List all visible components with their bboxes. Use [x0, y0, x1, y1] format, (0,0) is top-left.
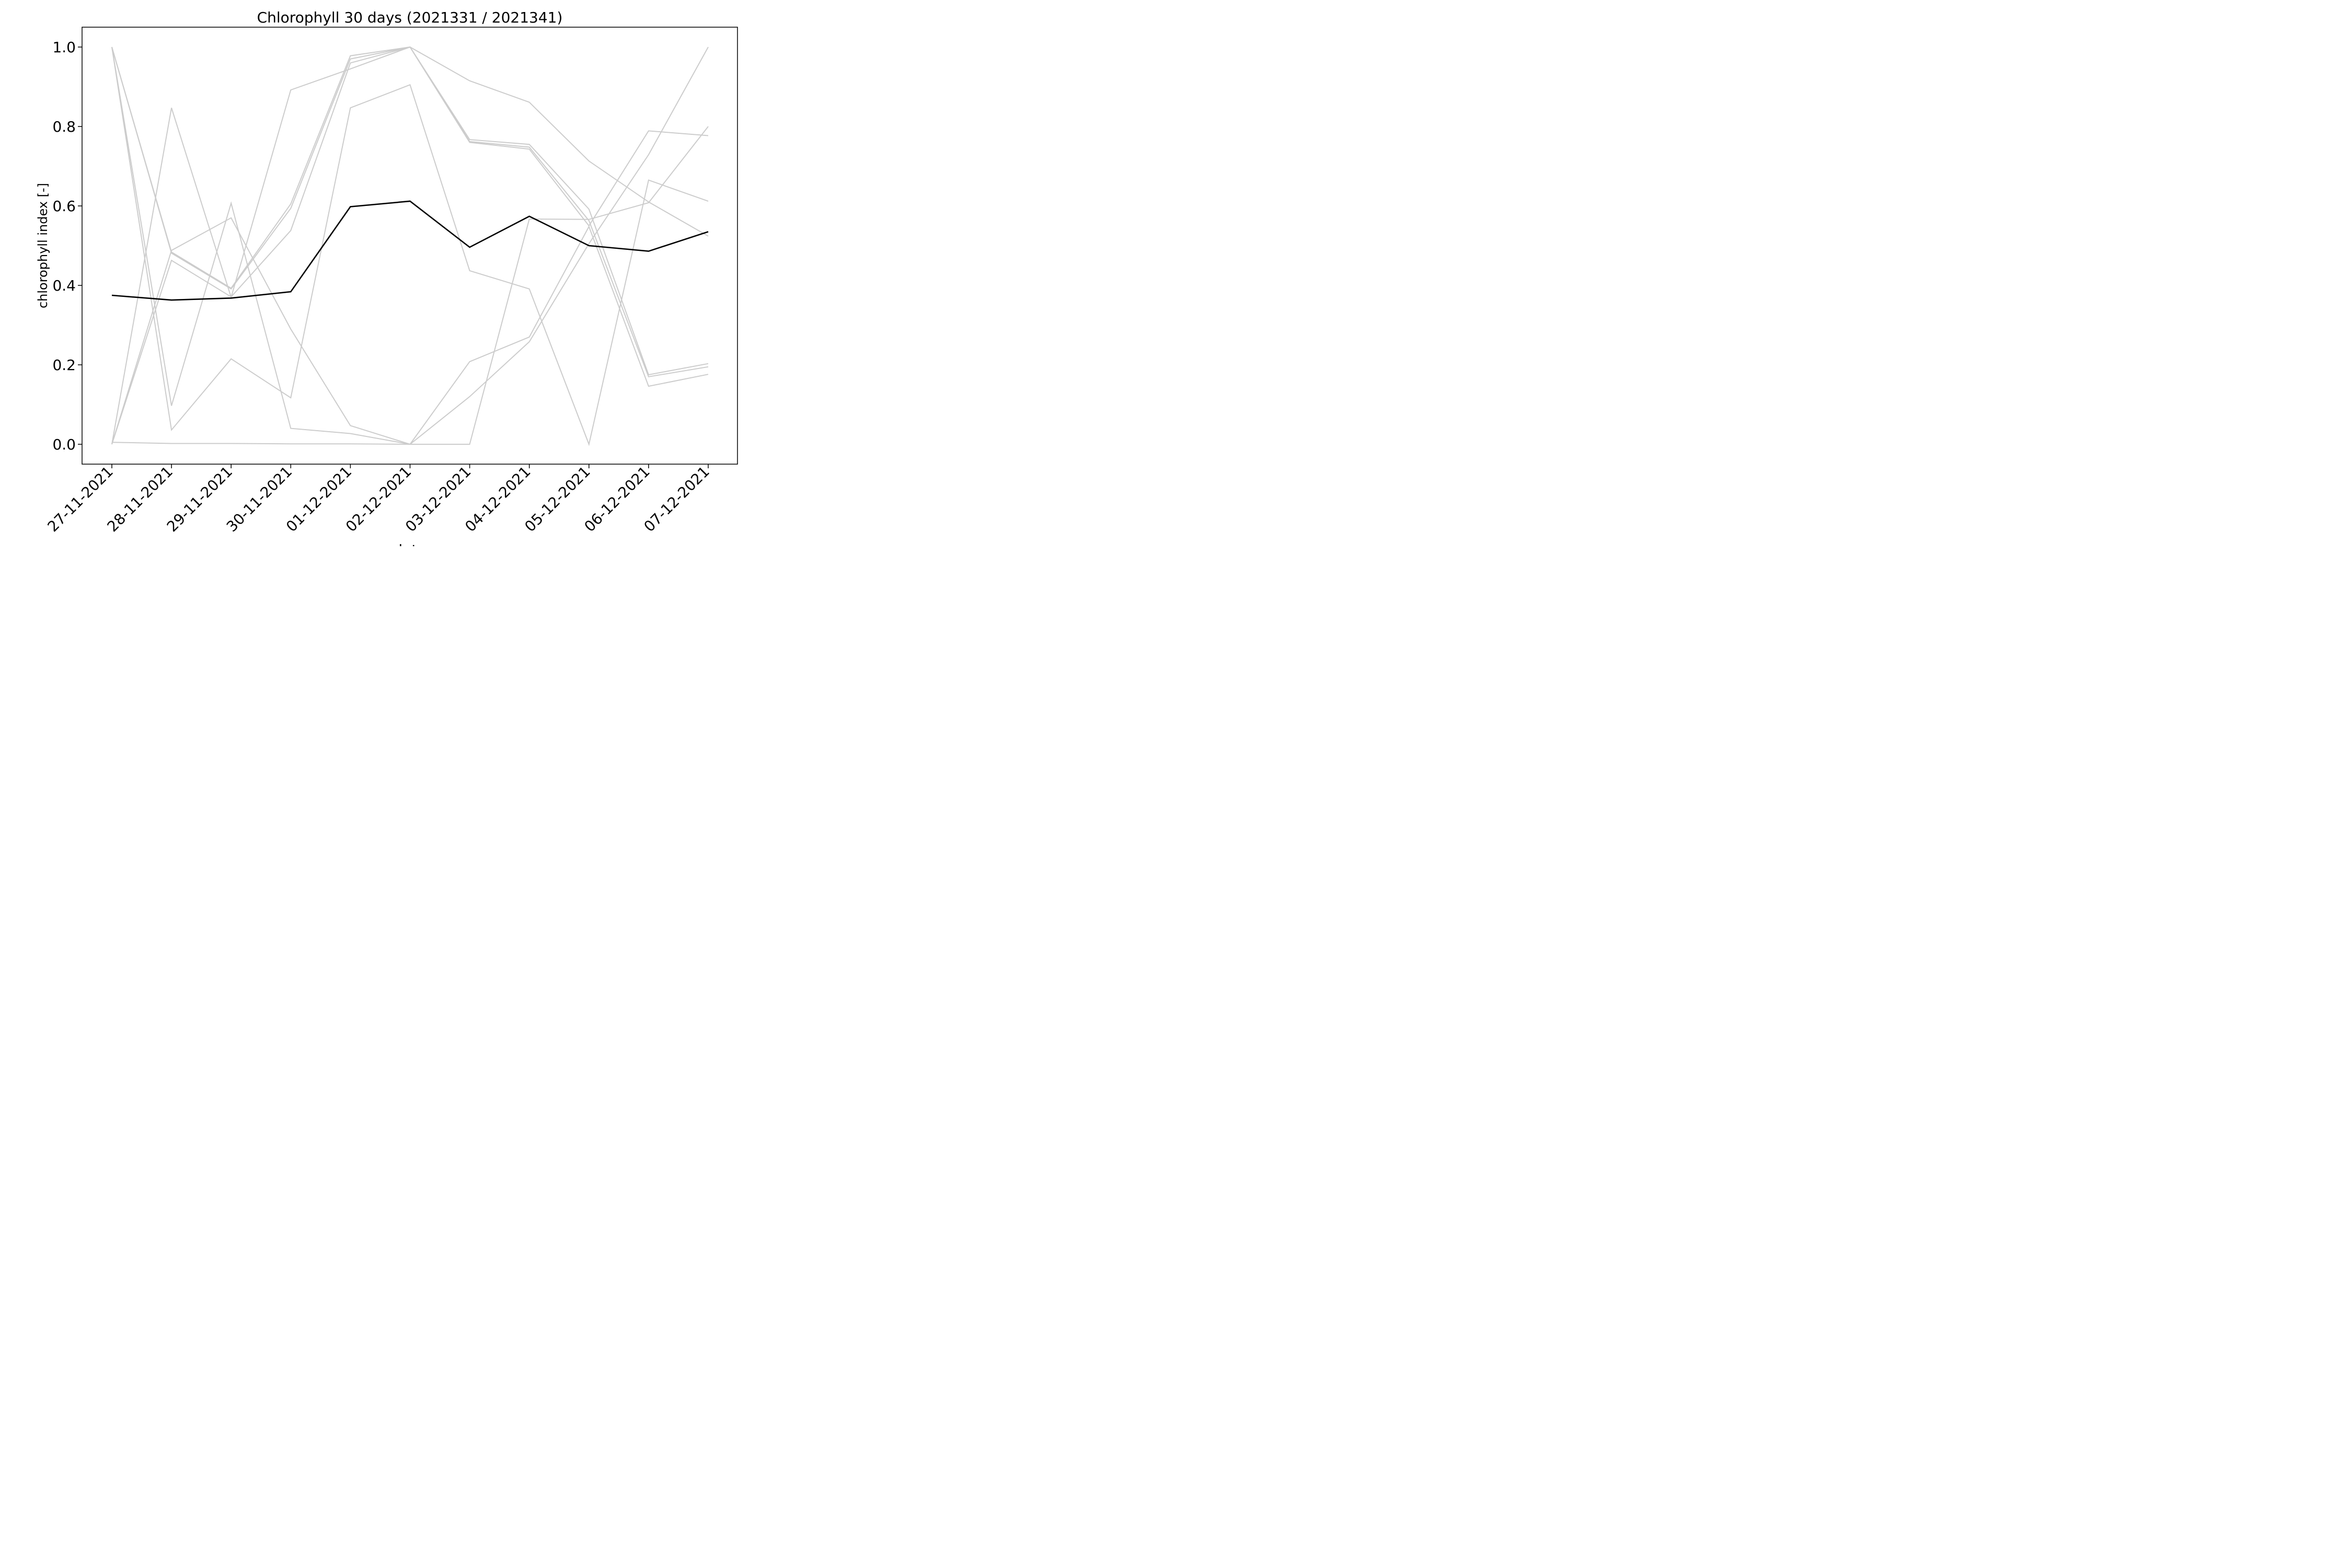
- chart: Chlorophyll 30 days (2021331 / 2021341) …: [0, 0, 809, 546]
- y-axis: 0.0 0.2 0.4 0.6 0.8 1.0: [52, 39, 82, 453]
- mean-series-line: [111, 200, 709, 301]
- y-tick-label-2: 0.4: [52, 277, 76, 294]
- x-axis-label: date: [393, 541, 426, 546]
- y-tick-label-1: 0.2: [52, 356, 76, 374]
- background-series-line-8: [111, 126, 709, 445]
- y-axis-label: chlorophyll index [-]: [36, 183, 50, 308]
- background-series-line-7: [111, 46, 709, 445]
- y-tick-label-0: 0.0: [52, 436, 76, 453]
- y-tick-label-4: 0.8: [52, 118, 76, 135]
- y-tick-label-3: 0.6: [52, 198, 76, 215]
- background-series-line-4: [111, 47, 709, 446]
- chart-title: Chlorophyll 30 days (2021331 / 2021341): [257, 9, 563, 26]
- y-tick-label-5: 1.0: [52, 39, 76, 56]
- series-layer: [111, 46, 709, 446]
